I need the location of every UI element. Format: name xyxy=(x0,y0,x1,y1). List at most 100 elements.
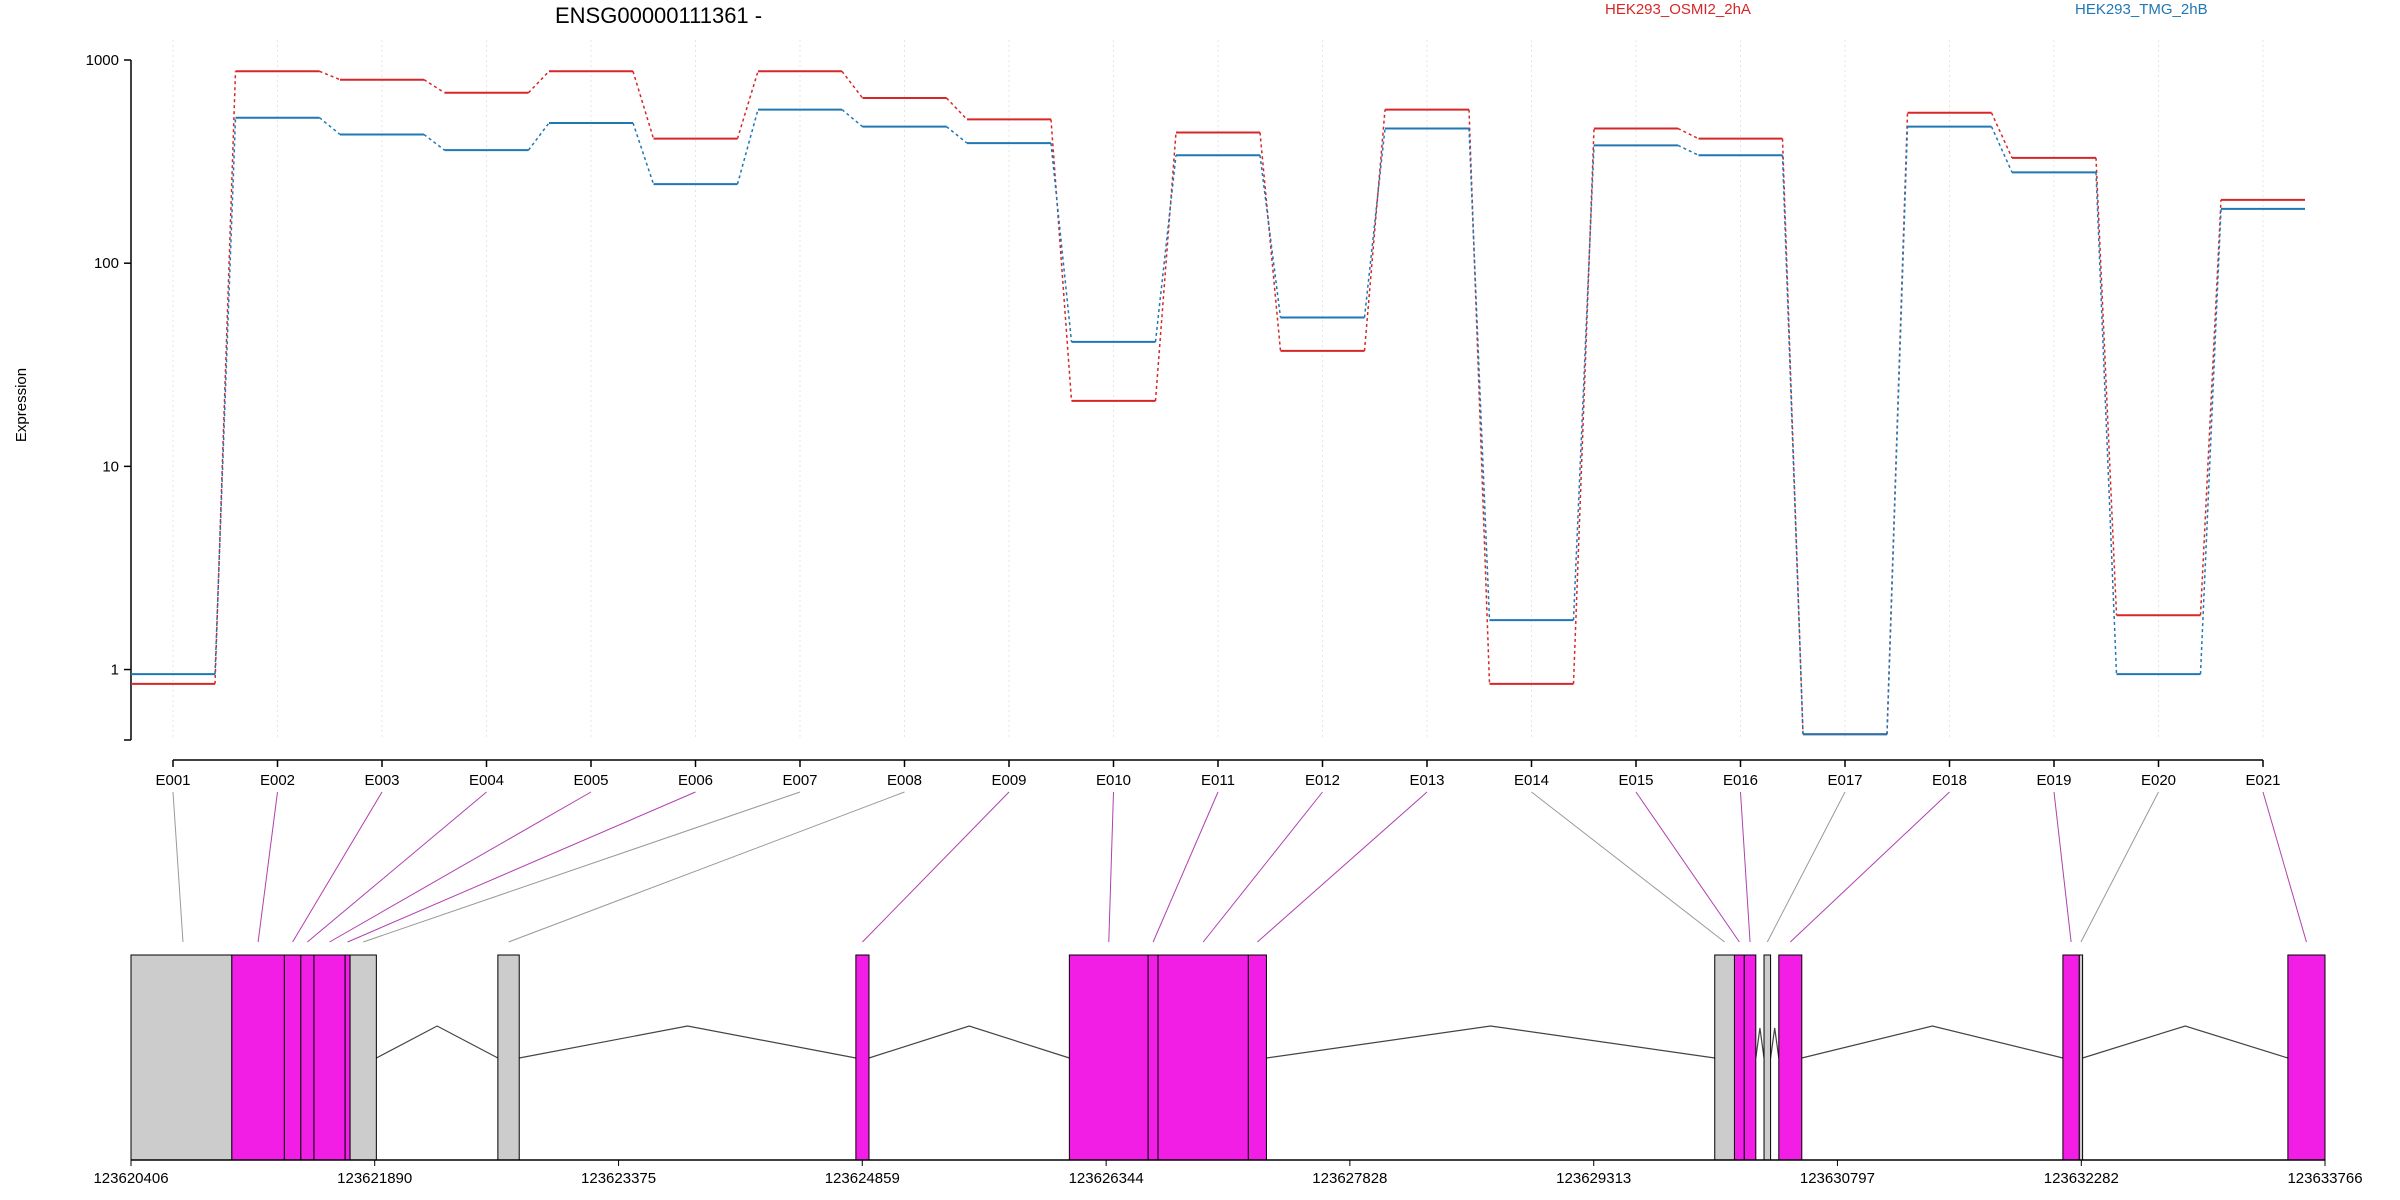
transition-E007 xyxy=(841,109,863,128)
connector-E005 xyxy=(329,791,592,943)
x-tick-label-E021: E021 xyxy=(2245,772,2280,789)
genomic-tick-label: 123627828 xyxy=(1312,1170,1387,1187)
transition-E009 xyxy=(1050,143,1073,342)
series-lines xyxy=(131,70,2305,736)
transition-E019 xyxy=(2095,172,2118,675)
y-axis-label: Expression xyxy=(13,368,30,442)
x-tick-label-E011: E011 xyxy=(1201,772,1235,789)
x-tick-label-E006: E006 xyxy=(678,772,713,789)
exon-box-E007 xyxy=(349,954,377,1161)
x-tick-label-E008: E008 xyxy=(887,772,922,789)
genomic-tick-label: 123621890 xyxy=(337,1170,412,1187)
x-tick-label-E014: E014 xyxy=(1514,772,1549,789)
transition-E002 xyxy=(319,117,341,136)
x-tick-label-E009: E009 xyxy=(991,772,1026,789)
connector-E016 xyxy=(1740,791,1751,943)
x-tick-label-E005: E005 xyxy=(573,772,608,789)
exon-box-E010 xyxy=(1068,954,1149,1161)
transition-E007 xyxy=(841,70,864,99)
connector-E020 xyxy=(2080,791,2159,943)
exon-box-E005 xyxy=(313,954,346,1161)
connector-E009 xyxy=(862,791,1010,943)
connector-E018 xyxy=(1789,791,1950,943)
genomic-tick-label: 123623375 xyxy=(581,1170,656,1187)
transition-E002 xyxy=(319,70,341,81)
transition-E010 xyxy=(1154,155,1177,342)
x-tick-label-E017: E017 xyxy=(1827,772,1862,789)
transition-E018 xyxy=(1990,112,2013,159)
genomic-tick-label: 123630797 xyxy=(1800,1170,1875,1187)
intron-line xyxy=(1769,1027,1780,1059)
transition-E015 xyxy=(1677,127,1699,140)
exon-box-E020 xyxy=(2078,954,2084,1161)
transition-E016 xyxy=(1781,155,1804,735)
transition-E003 xyxy=(423,133,445,151)
y-tick-label: 1000 xyxy=(86,52,119,69)
transition-E020 xyxy=(2199,199,2222,616)
connector-E011 xyxy=(1152,791,1219,943)
connector-E008 xyxy=(508,791,905,943)
transition-E009 xyxy=(1050,119,1073,401)
genomic-tick-label: 123629313 xyxy=(1556,1170,1631,1187)
exon-box-E012 xyxy=(1157,954,1249,1161)
connector-E006 xyxy=(347,791,696,943)
x-tick-label-E001: E001 xyxy=(155,772,190,789)
exon-box-E019 xyxy=(2062,954,2080,1161)
vertical-grid xyxy=(172,40,2264,740)
chart-title: ENSG00000111361 - xyxy=(555,3,762,28)
connector-E004 xyxy=(307,791,487,943)
connector-E010 xyxy=(1108,791,1114,943)
exon-box-E006 xyxy=(344,954,351,1161)
transition-E013 xyxy=(1468,128,1491,621)
exon-box-E003 xyxy=(283,954,302,1161)
exon-box-E014 xyxy=(1714,954,1735,1161)
intron-line xyxy=(1266,1025,1715,1059)
legend-entry-tmg: HEK293_TMG_2hB xyxy=(2075,1,2208,18)
transition-E011 xyxy=(1259,132,1282,351)
exon-box-E004 xyxy=(300,954,315,1161)
exon-box-E016 xyxy=(1743,954,1757,1161)
genomic-tick-label: 123633766 xyxy=(2287,1170,2362,1187)
transition-E017 xyxy=(1886,126,1909,735)
y-tick-label: 1 xyxy=(111,662,119,679)
connector-E015 xyxy=(1635,791,1740,943)
exon-box-E011 xyxy=(1147,954,1159,1161)
transition-E014 xyxy=(1572,145,1595,621)
transition-E010 xyxy=(1154,132,1177,401)
x-tick-label-E018: E018 xyxy=(1932,772,1967,789)
x-tick-label-E007: E007 xyxy=(782,772,817,789)
intron-line xyxy=(519,1025,856,1059)
intron-line xyxy=(2082,1025,2289,1059)
exon-box-E018 xyxy=(1778,954,1803,1161)
transition-E005 xyxy=(632,122,655,185)
x-tick-label-E004: E004 xyxy=(469,772,504,789)
x-tick-label-E012: E012 xyxy=(1305,772,1340,789)
exon-box-E015 xyxy=(1733,954,1745,1161)
genomic-axis: 123620406 123621890 123623375 123624859 1236… xyxy=(93,1159,2363,1187)
transition-E006 xyxy=(736,71,759,139)
exon-box-E008 xyxy=(497,954,520,1161)
intron-line xyxy=(1801,1025,2064,1059)
exon-axis: E001 E002 E003 E004 E005 E006 E007 E008 E009 E010… xyxy=(155,759,2281,789)
intron-line xyxy=(868,1025,1070,1059)
transition-E015 xyxy=(1677,144,1699,156)
transition-E005 xyxy=(632,71,655,139)
exon-box-E002 xyxy=(231,954,285,1161)
x-tick-label-E016: E016 xyxy=(1723,772,1758,789)
exon-box-E013 xyxy=(1247,954,1267,1161)
transition-E008 xyxy=(945,97,968,120)
exon-box-E009 xyxy=(855,954,870,1161)
connector-E013 xyxy=(1257,791,1428,943)
connector-E019 xyxy=(2053,791,2072,943)
x-tick-label-E003: E003 xyxy=(364,772,399,789)
exon-box-E021 xyxy=(2287,954,2326,1161)
series-tmg xyxy=(131,108,2305,736)
legend-entry-osmi2: HEK293_OSMI2_2hA xyxy=(1605,1,1751,18)
exon-connectors xyxy=(172,791,2307,943)
x-tick-label-E015: E015 xyxy=(1618,772,1653,789)
x-tick-label-E019: E019 xyxy=(2036,772,2071,789)
connector-E007 xyxy=(363,791,801,943)
x-tick-label-E020: E020 xyxy=(2141,772,2176,789)
gene-model xyxy=(130,954,2326,1161)
connector-E021 xyxy=(2262,791,2307,943)
